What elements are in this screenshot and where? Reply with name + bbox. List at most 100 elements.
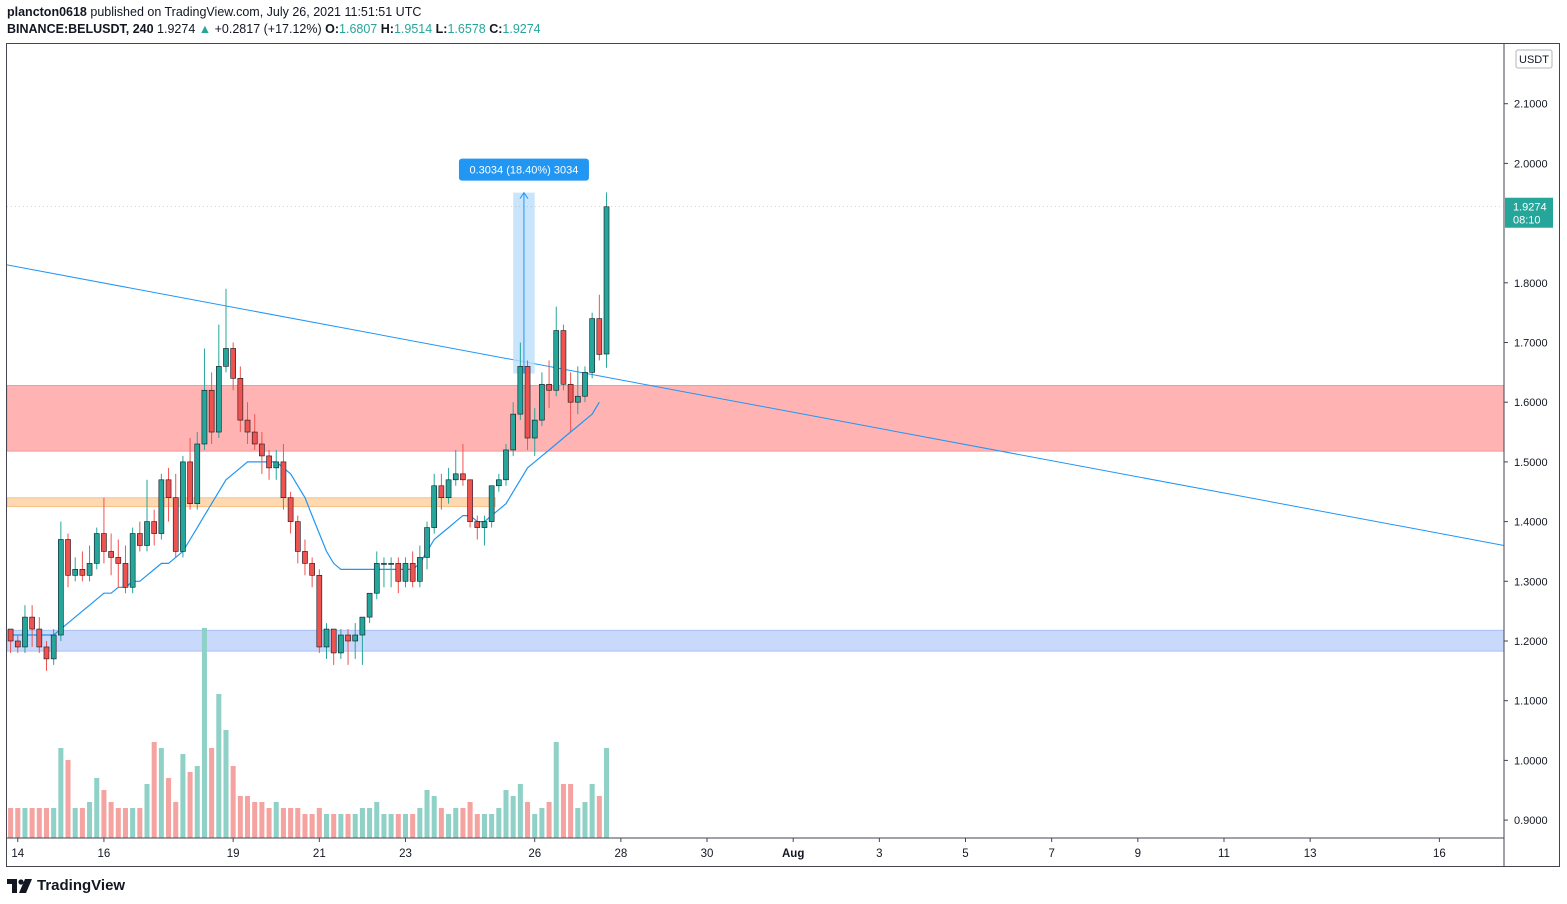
volume-bar xyxy=(489,814,495,838)
candle-body xyxy=(165,479,172,499)
price-chart[interactable]: 0.3034 (18.40%) 3034 2.1000 2.0000 1.8000 1… xyxy=(6,44,1559,866)
candle-body xyxy=(309,563,315,576)
y-tick-label: 1.4000 xyxy=(1514,517,1548,529)
volume-bar xyxy=(553,742,559,838)
candle-body xyxy=(338,634,344,654)
candle-body xyxy=(431,485,438,528)
candle-body xyxy=(251,431,258,445)
volume-bar xyxy=(87,802,93,838)
volume-bar xyxy=(582,802,588,838)
volume-bar xyxy=(158,748,164,838)
volume-bar xyxy=(65,760,71,838)
measure-label-box xyxy=(458,158,589,181)
candle-body xyxy=(58,539,64,636)
volume-bar xyxy=(503,790,509,838)
y-tick-label: 1.5000 xyxy=(1514,457,1548,469)
chart-container[interactable]: 0.3034 (18.40%) 3034 2.1000 2.0000 1.8000 1… xyxy=(6,43,1560,867)
candle-body xyxy=(244,419,251,433)
candle-body xyxy=(445,479,452,499)
candle-body xyxy=(395,563,402,582)
volume-bar xyxy=(424,790,430,838)
volume-bar xyxy=(431,796,437,838)
volume-bar xyxy=(295,808,301,838)
candle-body xyxy=(237,378,244,421)
volume-bar xyxy=(223,730,229,838)
volume-bar xyxy=(560,784,566,838)
candle-body xyxy=(273,461,280,469)
high-label: H: xyxy=(380,22,394,36)
candle-body xyxy=(7,628,14,642)
tradingview-logo[interactable]: TradingView xyxy=(7,877,125,894)
candle-body xyxy=(388,563,394,565)
volume-bar xyxy=(108,802,114,838)
x-tick-label: 7 xyxy=(1048,848,1054,860)
volume-bar xyxy=(302,814,308,838)
logo-text: TradingView xyxy=(37,877,126,894)
volume-bar xyxy=(402,814,408,838)
candle-body xyxy=(517,366,524,415)
candle-body xyxy=(524,366,531,439)
x-tick-label: 3 xyxy=(876,848,882,860)
volume-bar xyxy=(474,814,480,838)
volume-bar xyxy=(166,778,172,838)
candle-body xyxy=(438,485,445,499)
volume-bar xyxy=(309,814,315,838)
candle-body xyxy=(603,206,610,355)
candle-body xyxy=(50,634,57,660)
volume-bar xyxy=(288,808,294,838)
open-value: 1.6807 xyxy=(339,22,378,36)
candle-body xyxy=(574,395,581,403)
volume-bar xyxy=(137,808,143,838)
candle-body xyxy=(424,527,430,558)
volume-bar xyxy=(568,784,574,838)
volume-bar xyxy=(173,802,179,838)
candle-body xyxy=(158,479,165,534)
x-tick-label: 28 xyxy=(614,848,627,860)
close-value: 1.9274 xyxy=(502,22,541,36)
y-tick-label: 2.1000 xyxy=(1514,99,1548,111)
volume-bar xyxy=(122,808,128,838)
candle-body xyxy=(172,497,179,552)
candle-body xyxy=(496,479,502,487)
candle-body xyxy=(294,521,301,552)
x-tick-label: 13 xyxy=(1304,848,1317,860)
volume-bar xyxy=(79,808,85,838)
published-text: published on TradingView.com, July 26, 2… xyxy=(90,5,422,19)
volume-bar xyxy=(367,808,373,838)
candle-body xyxy=(137,533,143,546)
candle-body xyxy=(194,443,201,504)
volume-bar xyxy=(388,814,394,838)
volume-bar xyxy=(180,754,186,838)
candle-body xyxy=(201,389,208,445)
volume-bar xyxy=(352,814,358,838)
x-tick-label: 21 xyxy=(313,848,326,860)
trendline xyxy=(6,264,1505,546)
author-name[interactable]: plancton0618 xyxy=(7,5,87,19)
x-tick-label: 14 xyxy=(11,848,24,860)
y-tick-label: 2.0000 xyxy=(1514,158,1548,170)
volume-bar xyxy=(58,748,64,838)
last-price: 1.9274 xyxy=(157,22,196,36)
volume-bar xyxy=(72,808,78,838)
currency-label: USDT xyxy=(1519,54,1549,66)
volume-bar xyxy=(201,628,207,838)
candle-body xyxy=(373,563,380,594)
volume-bar xyxy=(410,814,416,838)
x-tick-label: 23 xyxy=(399,848,412,860)
volume-bar xyxy=(245,796,251,838)
candle-body xyxy=(287,497,294,522)
candle-body xyxy=(208,389,215,433)
volume-bar xyxy=(187,772,193,838)
currency-button[interactable]: USDT xyxy=(1515,49,1553,69)
candle-body xyxy=(79,569,86,576)
volume-bar xyxy=(151,742,157,838)
candle-body xyxy=(539,383,545,421)
candle-body xyxy=(43,646,50,660)
candle-body xyxy=(323,628,330,648)
open-label: O: xyxy=(325,22,340,36)
volume-bar xyxy=(359,808,365,838)
volume-bar xyxy=(101,790,107,838)
candle-body xyxy=(366,592,373,618)
up-arrow-icon: ▲ xyxy=(198,22,212,36)
candle-body xyxy=(144,521,150,546)
